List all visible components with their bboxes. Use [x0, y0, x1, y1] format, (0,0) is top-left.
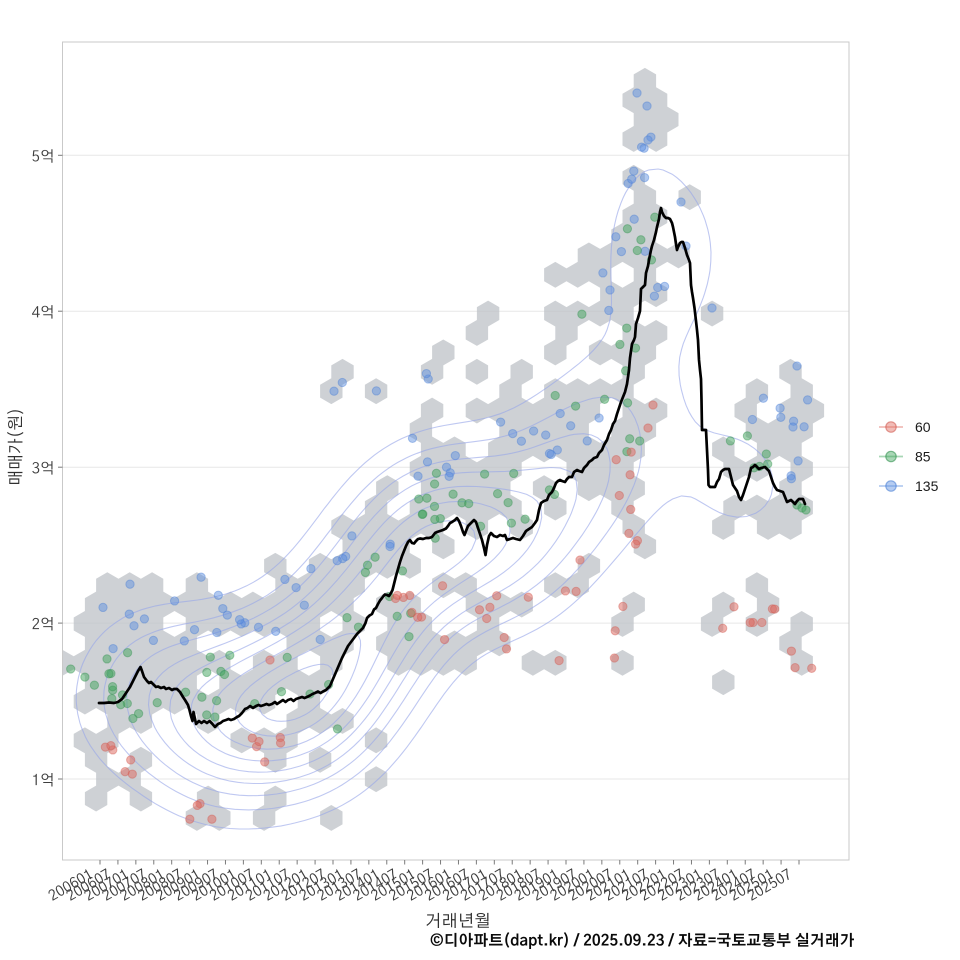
- svg-text:85: 85: [915, 448, 931, 464]
- svg-text:135: 135: [915, 478, 939, 494]
- svg-text:60: 60: [915, 419, 931, 435]
